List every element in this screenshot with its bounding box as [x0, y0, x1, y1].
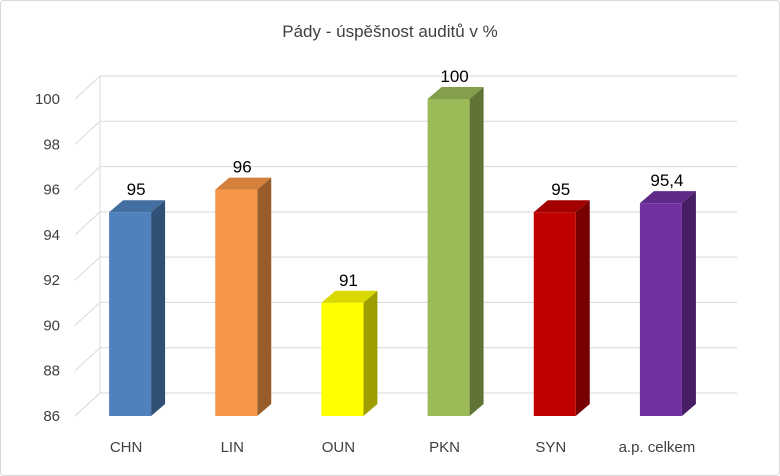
x-tick-label: LIN — [221, 439, 244, 456]
x-tick-label: a.p. celkem — [619, 439, 696, 456]
bar-top-face — [109, 200, 166, 213]
y-tick-label: 86 — [43, 408, 60, 425]
gridline — [74, 75, 737, 100]
bar-lin — [215, 177, 272, 416]
y-tick-label: 98 — [43, 136, 60, 153]
bars — [109, 87, 696, 416]
bar-front-face — [427, 99, 470, 416]
y-tick-label: 96 — [43, 182, 60, 199]
bar-front-face — [215, 189, 258, 416]
data-label: 100 — [440, 67, 468, 86]
bar-top-face — [215, 177, 272, 190]
y-tick-label: 100 — [35, 91, 60, 108]
bar-side-face — [363, 290, 378, 416]
data-labels: 95 96 91 100 95 95,4 — [127, 67, 684, 290]
y-axis: 86 88 90 92 94 96 98 100 — [35, 91, 60, 425]
bar-syn — [533, 200, 590, 416]
x-tick-label: PKN — [429, 439, 460, 456]
bar-front-face — [639, 203, 682, 416]
y-tick-label: 92 — [43, 272, 60, 289]
data-label: 91 — [339, 271, 358, 290]
gridline — [74, 211, 737, 236]
gridline — [74, 301, 737, 326]
data-label: 95,4 — [650, 171, 683, 190]
bar-top-face — [427, 87, 484, 99]
gridline — [74, 392, 737, 417]
bar-top-face — [639, 191, 696, 204]
x-tick-label: OUN — [322, 439, 355, 456]
x-tick-label: CHN — [110, 439, 143, 456]
bar-top-face — [321, 290, 378, 303]
gridlines — [74, 75, 737, 417]
gridline — [74, 256, 737, 281]
bar-front-face — [321, 302, 364, 416]
bar-chn — [109, 200, 166, 416]
data-label: 95 — [551, 180, 570, 199]
bar-side-face — [151, 200, 166, 416]
bar-pkn — [427, 87, 484, 416]
y-tick-label: 88 — [43, 363, 60, 380]
bar-side-face — [257, 177, 272, 416]
bar-front-face — [533, 212, 576, 416]
x-axis: CHN LIN OUN PKN SYN a.p. celkem — [110, 439, 695, 456]
y-tick-label: 94 — [43, 227, 60, 244]
data-label: 96 — [233, 158, 252, 177]
bar-side-face — [575, 200, 590, 416]
bar-oun — [321, 290, 378, 416]
x-tick-label: SYN — [535, 439, 566, 456]
bar-side-face — [681, 191, 696, 416]
bar-top-face — [533, 200, 590, 213]
bar-front-face — [109, 212, 152, 416]
y-tick-label: 90 — [43, 317, 60, 334]
chart-walls — [74, 76, 101, 417]
gridline — [74, 347, 737, 372]
gridline — [74, 166, 737, 190]
data-label: 95 — [127, 180, 146, 199]
gridline — [74, 120, 737, 145]
chart-title: Pády - úspěšnost auditů v % — [282, 22, 498, 41]
bar-a-p-celkem — [639, 191, 696, 416]
bar-side-face — [469, 87, 484, 416]
